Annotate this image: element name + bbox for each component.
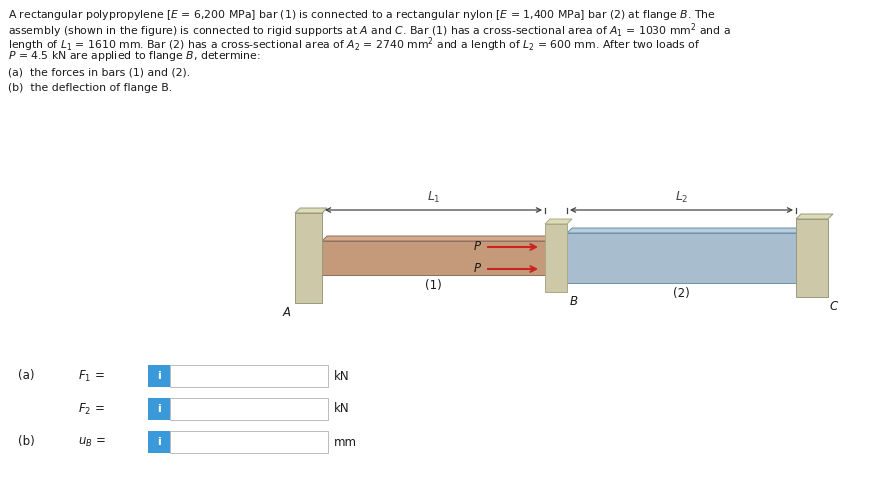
Text: $A$: $A$ xyxy=(282,306,292,319)
Text: (1): (1) xyxy=(426,279,442,292)
Bar xyxy=(170,398,328,420)
Bar xyxy=(170,365,328,387)
Bar xyxy=(148,431,170,453)
Text: i: i xyxy=(157,371,161,381)
Text: (2): (2) xyxy=(673,287,690,300)
Text: $L_2$: $L_2$ xyxy=(675,190,688,205)
Bar xyxy=(148,365,170,387)
Text: i: i xyxy=(157,404,161,414)
Polygon shape xyxy=(567,228,801,233)
Text: $P$ = 4.5 kN are applied to flange $B$, determine:: $P$ = 4.5 kN are applied to flange $B$, … xyxy=(8,49,261,64)
Text: $B$: $B$ xyxy=(569,295,578,308)
Text: kN: kN xyxy=(334,369,350,383)
Text: $u_B$ =: $u_B$ = xyxy=(78,435,106,449)
Polygon shape xyxy=(796,214,833,219)
Text: (a)  the forces in bars (1) and (2).: (a) the forces in bars (1) and (2). xyxy=(8,67,190,77)
Text: (b)  the deflection of flange B.: (b) the deflection of flange B. xyxy=(8,83,172,93)
Text: assembly (shown in the figure) is connected to rigid supports at $A$ and $C$. Ba: assembly (shown in the figure) is connec… xyxy=(8,22,730,40)
Text: $L_1$: $L_1$ xyxy=(426,190,440,205)
Text: $F_2$ =: $F_2$ = xyxy=(78,402,105,416)
Bar xyxy=(322,241,545,275)
Text: $F_1$ =: $F_1$ = xyxy=(78,368,105,384)
Bar xyxy=(567,233,796,283)
Bar xyxy=(295,213,322,303)
Polygon shape xyxy=(322,236,550,241)
Bar xyxy=(545,224,567,292)
Polygon shape xyxy=(545,219,572,224)
Text: $P$: $P$ xyxy=(473,263,482,276)
Bar xyxy=(796,219,828,297)
Text: i: i xyxy=(157,437,161,447)
Text: (a): (a) xyxy=(18,369,34,383)
Text: length of $L_1$ = 1610 mm. Bar (2) has a cross-sectional area of $A_2$ = 2740 mm: length of $L_1$ = 1610 mm. Bar (2) has a… xyxy=(8,36,700,54)
Text: (b): (b) xyxy=(18,435,34,449)
Text: $P$: $P$ xyxy=(473,240,482,254)
Bar xyxy=(170,431,328,453)
Polygon shape xyxy=(295,208,327,213)
Text: A rectangular polypropylene [$E$ = 6,200 MPa] bar (1) is connected to a rectangu: A rectangular polypropylene [$E$ = 6,200… xyxy=(8,8,716,22)
Text: mm: mm xyxy=(334,435,357,449)
Text: $C$: $C$ xyxy=(829,300,840,313)
Bar xyxy=(148,398,170,420)
Text: kN: kN xyxy=(334,403,350,415)
